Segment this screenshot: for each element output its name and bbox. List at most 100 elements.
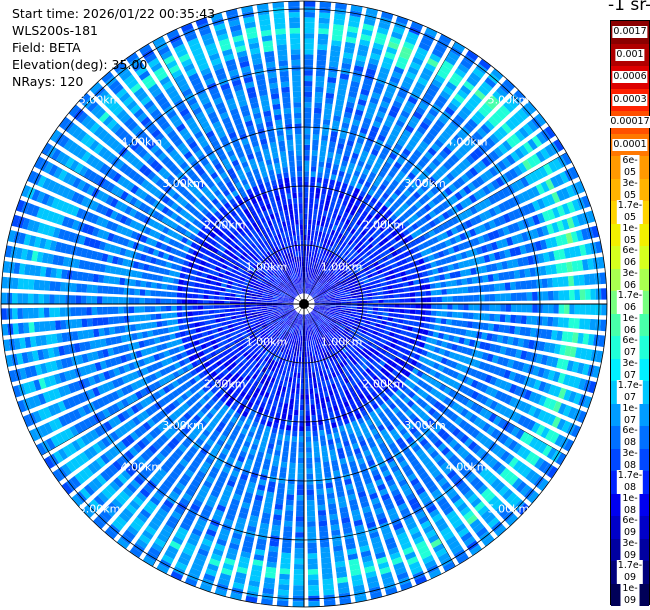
range-gate [247,315,253,320]
range-gate [314,107,322,114]
range-gate [439,165,449,174]
range-gate [145,314,151,321]
range-gate [453,134,464,144]
range-gate [333,158,341,165]
range-gate [457,304,464,310]
range-gate [307,542,317,549]
range-gate [441,201,450,210]
range-gate [351,192,358,200]
range-gate [327,498,336,505]
range-gate [304,86,313,92]
range-gate [321,289,327,294]
range-gate [294,409,299,416]
range-gate [390,230,398,238]
range-gate [335,3,347,10]
range-gate [590,288,596,300]
range-gate [364,240,371,247]
range-gate [434,99,445,109]
range-gate [510,281,516,291]
range-gate [342,223,348,230]
range-gate [161,313,167,319]
range-gate [455,224,463,233]
range-gate [398,253,406,260]
range-gate [340,216,347,223]
range-gate [515,179,525,190]
range-gate [345,310,352,314]
range-gate [469,205,478,215]
range-gate [440,318,447,325]
range-gate [409,309,416,314]
range-gate [306,452,313,458]
range-gate [214,314,221,319]
range-gate [383,90,394,99]
range-gate [473,226,482,235]
range-gate [416,125,427,135]
range-gate [343,230,350,237]
range-gate [503,101,515,113]
range-gate [335,298,341,301]
range-gate [327,279,333,284]
range-gate [522,159,532,171]
range-gate [422,67,434,77]
range-gate [599,272,606,285]
range-gate [505,119,516,131]
range-gate [316,483,324,490]
range-gate [525,101,537,114]
range-gate [337,233,343,240]
range-gate [306,245,310,252]
range-gate [379,225,386,232]
range-gate [281,552,291,559]
range-gate [326,82,336,89]
range-gate [326,87,335,94]
range-gate [360,243,367,250]
range-gate [498,272,505,281]
range-gate [297,484,304,490]
range-gate [370,217,378,224]
range-gate [547,160,558,173]
range-gate [307,526,316,533]
range-gate [246,313,253,317]
range-gate [323,293,329,297]
range-gate [341,62,352,70]
range-gate [331,383,337,390]
range-gate [510,304,517,312]
range-gate [389,274,396,280]
range-gate [382,192,390,200]
range-gate [305,415,311,421]
range-gate [306,489,314,496]
range-gate [309,262,313,268]
range-gate [441,130,451,141]
range-gate [317,381,322,388]
range-gate [354,238,360,244]
range-gate [427,254,435,262]
range-gate [436,304,443,310]
range-gate [145,322,152,329]
range-gate [330,50,341,57]
range-gate [333,290,340,294]
range-gate [279,472,287,479]
range-gate [397,56,409,65]
range-gate [371,288,378,293]
range-gate [293,372,297,378]
range-gate [279,396,285,403]
range-gate [275,444,282,451]
range-gate [309,377,313,384]
range-gate [360,88,370,96]
range-gate [305,383,309,389]
range-gate [315,76,325,82]
range-gate [256,306,262,309]
range-gate [379,183,387,192]
range-gate [455,202,464,212]
range-gate [311,293,317,298]
range-gate [348,20,360,28]
range-gate [393,289,399,294]
range-gate [298,340,301,347]
range-gate [339,73,350,80]
range-gate [409,61,422,71]
range-gate [322,291,329,296]
range-gate [307,235,311,241]
range-gate [319,278,324,284]
range-gate [336,214,342,221]
range-gate [394,210,402,218]
range-gate [283,526,293,532]
